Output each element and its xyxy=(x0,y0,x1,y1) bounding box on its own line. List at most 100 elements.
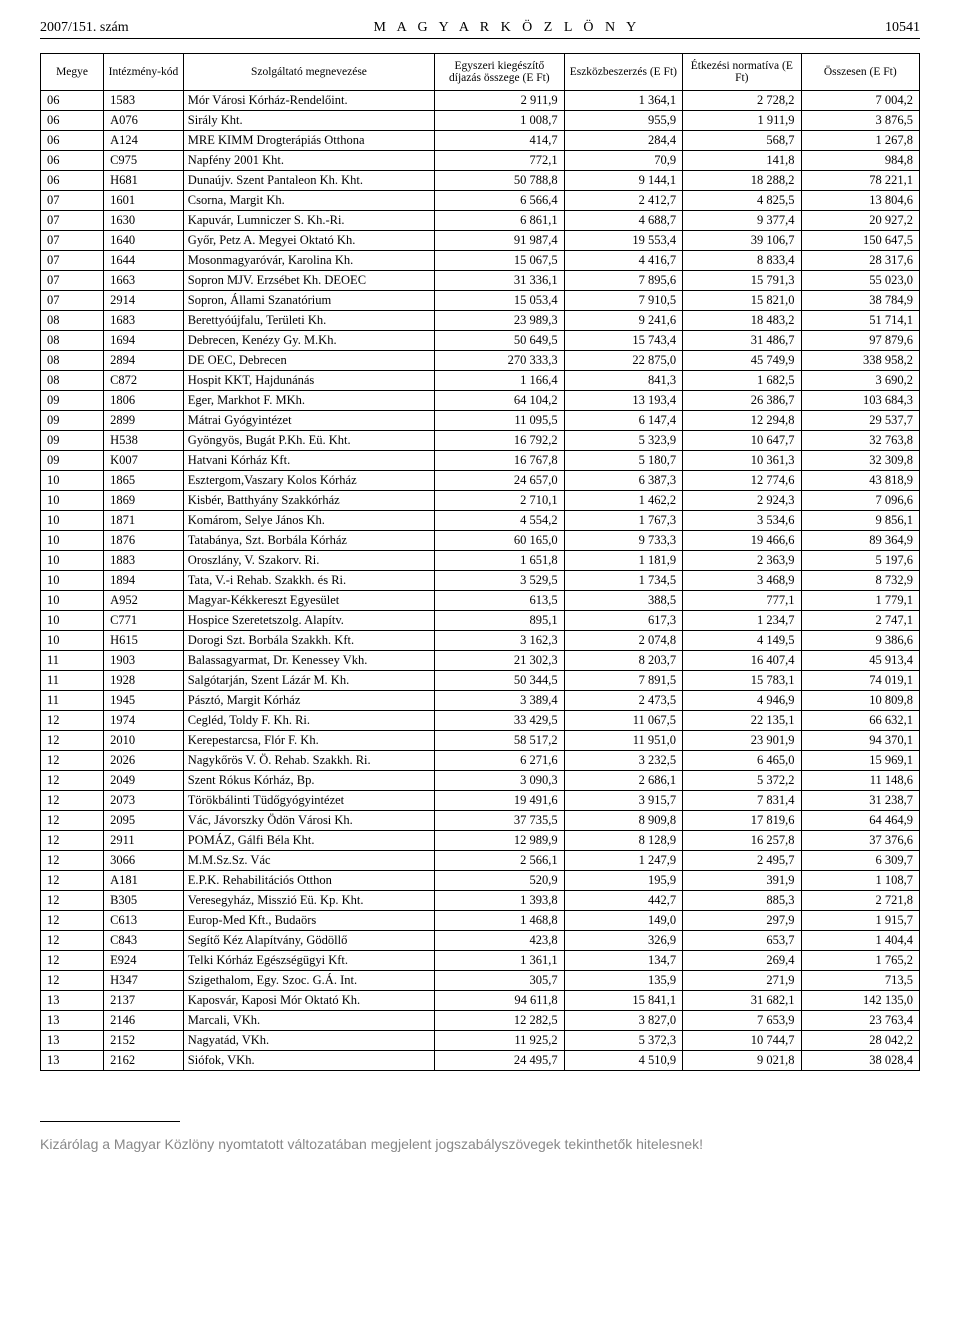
table-cell: 11 xyxy=(41,691,104,711)
table-cell: 2899 xyxy=(104,411,184,431)
table-cell: Kaposvár, Kaposi Mór Oktató Kh. xyxy=(183,991,434,1011)
table-row: 072914Sopron, Állami Szanatórium15 053,4… xyxy=(41,291,920,311)
table-cell: 18 483,2 xyxy=(683,311,801,331)
table-cell: 3066 xyxy=(104,851,184,871)
table-cell: 777,1 xyxy=(683,591,801,611)
table-cell: Kapuvár, Lumniczer S. Kh.-Ri. xyxy=(183,211,434,231)
table-cell: 4 554,2 xyxy=(435,511,565,531)
table-cell: 13 xyxy=(41,1031,104,1051)
table-cell: H615 xyxy=(104,631,184,651)
table-cell: 12 xyxy=(41,731,104,751)
table-cell: Mór Városi Kórház-Rendelőint. xyxy=(183,91,434,111)
table-cell: 955,9 xyxy=(564,111,682,131)
table-cell: 10 xyxy=(41,511,104,531)
table-cell: 10 xyxy=(41,591,104,611)
table-cell: 23 763,4 xyxy=(801,1011,919,1031)
table-cell: E.P.K. Rehabilitációs Otthon xyxy=(183,871,434,891)
table-cell: 9 144,1 xyxy=(564,171,682,191)
table-cell: C843 xyxy=(104,931,184,951)
table-cell: 09 xyxy=(41,451,104,471)
table-cell: Oroszlány, V. Szakorv. Ri. xyxy=(183,551,434,571)
table-cell: 1663 xyxy=(104,271,184,291)
col-szolgaltato: Szolgáltató megnevezése xyxy=(183,54,434,91)
table-row: 122010Kerepestarcsa, Flór F. Kh.58 517,2… xyxy=(41,731,920,751)
table-cell: 1 734,5 xyxy=(564,571,682,591)
table-cell: 1883 xyxy=(104,551,184,571)
table-cell: 9 021,8 xyxy=(683,1051,801,1071)
table-cell: 297,9 xyxy=(683,911,801,931)
table-cell: 09 xyxy=(41,391,104,411)
table-cell: 2095 xyxy=(104,811,184,831)
table-row: 122026Nagykőrös V. Ö. Rehab. Szakkh. Ri.… xyxy=(41,751,920,771)
table-cell: DE OEC, Debrecen xyxy=(183,351,434,371)
table-row: 101869Kisbér, Batthyány Szakkórház2 710,… xyxy=(41,491,920,511)
table-cell: 15 821,0 xyxy=(683,291,801,311)
table-cell: Veresegyház, Misszió Eü. Kp. Kht. xyxy=(183,891,434,911)
table-cell: 32 763,8 xyxy=(801,431,919,451)
table-cell: Berettyóújfalu, Területi Kh. xyxy=(183,311,434,331)
table-cell: 15 067,5 xyxy=(435,251,565,271)
table-row: 10H615Dorogi Szt. Borbála Szakkh. Kft.3 … xyxy=(41,631,920,651)
table-cell: 1 911,9 xyxy=(683,111,801,131)
table-cell: 653,7 xyxy=(683,931,801,951)
table-row: 091806Eger, Markhot F. MKh.64 104,213 19… xyxy=(41,391,920,411)
table-row: 09H538Gyöngyös, Bugát P.Kh. Eü. Kht.16 7… xyxy=(41,431,920,451)
table-cell: 13 xyxy=(41,991,104,1011)
table-cell: 66 632,1 xyxy=(801,711,919,731)
table-cell: 13 193,4 xyxy=(564,391,682,411)
table-cell: M.M.Sz.Sz. Vác xyxy=(183,851,434,871)
table-cell: 11 095,5 xyxy=(435,411,565,431)
table-cell: 22 875,0 xyxy=(564,351,682,371)
table-cell: 2914 xyxy=(104,291,184,311)
table-cell: 1869 xyxy=(104,491,184,511)
table-cell: 1974 xyxy=(104,711,184,731)
table-cell: 18 288,2 xyxy=(683,171,801,191)
table-row: 06A076Sirály Kht.1 008,7955,91 911,93 87… xyxy=(41,111,920,131)
table-cell: 8 833,4 xyxy=(683,251,801,271)
table-cell: 8 732,9 xyxy=(801,571,919,591)
table-cell: 9 377,4 xyxy=(683,211,801,231)
table-cell: 3 389,4 xyxy=(435,691,565,711)
table-cell: 28 042,2 xyxy=(801,1031,919,1051)
col-intezmenykod: Intézmény-kód xyxy=(104,54,184,91)
table-cell: 07 xyxy=(41,271,104,291)
table-cell: Tatabánya, Szt. Borbála Kórház xyxy=(183,531,434,551)
table-cell: 1 915,7 xyxy=(801,911,919,931)
table-cell: 10 647,7 xyxy=(683,431,801,451)
table-cell: 2 412,7 xyxy=(564,191,682,211)
table-cell: 10 xyxy=(41,631,104,651)
table-cell: 07 xyxy=(41,291,104,311)
table-row: 111903Balassagyarmat, Dr. Kenessey Vkh.2… xyxy=(41,651,920,671)
table-row: 071640Győr, Petz A. Megyei Oktató Kh.91 … xyxy=(41,231,920,251)
table-cell: 6 861,1 xyxy=(435,211,565,231)
table-cell: Marcali, VKh. xyxy=(183,1011,434,1031)
table-cell: 9 733,3 xyxy=(564,531,682,551)
table-cell: MRE KIMM Drogterápiás Otthona xyxy=(183,131,434,151)
table-cell: 6 465,0 xyxy=(683,751,801,771)
table-cell: 19 466,6 xyxy=(683,531,801,551)
table-cell: 2 721,8 xyxy=(801,891,919,911)
table-cell: 338 958,2 xyxy=(801,351,919,371)
table-cell: A952 xyxy=(104,591,184,611)
table-cell: H538 xyxy=(104,431,184,451)
table-cell: 12 xyxy=(41,711,104,731)
table-row: 122095Vác, Jávorszky Ödön Városi Kh.37 7… xyxy=(41,811,920,831)
table-row: 071630Kapuvár, Lumniczer S. Kh.-Ri.6 861… xyxy=(41,211,920,231)
table-cell: POMÁZ, Gálfi Béla Kht. xyxy=(183,831,434,851)
table-row: 132152Nagyatád, VKh.11 925,25 372,310 74… xyxy=(41,1031,920,1051)
table-cell: 9 856,1 xyxy=(801,511,919,531)
table-cell: 7 004,2 xyxy=(801,91,919,111)
table-cell: Eger, Markhot F. MKh. xyxy=(183,391,434,411)
table-row: 122049Szent Rókus Kórház, Bp.3 090,32 68… xyxy=(41,771,920,791)
table-row: 122911POMÁZ, Gálfi Béla Kht.12 989,98 12… xyxy=(41,831,920,851)
table-cell: A181 xyxy=(104,871,184,891)
table-row: 101883Oroszlány, V. Szakorv. Ri.1 651,81… xyxy=(41,551,920,571)
table-cell: 45 749,9 xyxy=(683,351,801,371)
table-cell: 31 238,7 xyxy=(801,791,919,811)
table-cell: Kisbér, Batthyány Szakkórház xyxy=(183,491,434,511)
table-cell: 1 364,1 xyxy=(564,91,682,111)
table-cell: Esztergom,Vaszary Kolos Kórház xyxy=(183,471,434,491)
table-cell: 5 372,3 xyxy=(564,1031,682,1051)
table-cell: 6 387,3 xyxy=(564,471,682,491)
table-cell: 142 135,0 xyxy=(801,991,919,1011)
